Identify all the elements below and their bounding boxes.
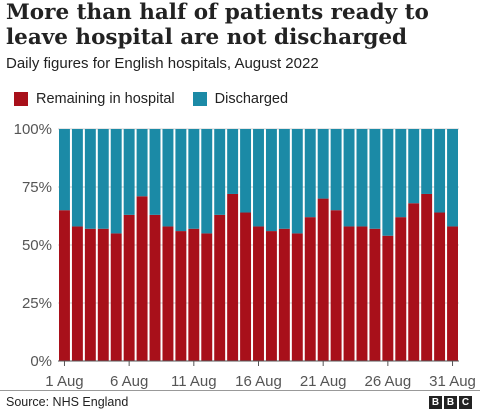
bar-remaining xyxy=(175,231,187,361)
bar-discharged xyxy=(291,129,303,234)
bar-remaining xyxy=(84,228,96,361)
bar-remaining xyxy=(356,226,368,361)
bar-remaining xyxy=(369,228,381,361)
bar-remaining xyxy=(188,228,200,361)
bar-remaining xyxy=(136,196,148,361)
bar-discharged xyxy=(421,129,433,194)
bar-discharged xyxy=(175,129,187,232)
chart-subtitle: Daily figures for English hospitals, Aug… xyxy=(6,55,319,72)
bar-remaining xyxy=(162,226,174,361)
y-tick-label: 25% xyxy=(22,295,52,312)
bar-discharged xyxy=(201,129,213,234)
bar-remaining xyxy=(382,235,394,361)
bar-remaining xyxy=(421,193,433,361)
bar-discharged xyxy=(434,129,446,213)
legend-label-discharged: Discharged xyxy=(214,91,289,107)
bar-discharged xyxy=(253,129,264,227)
bar-discharged xyxy=(136,129,148,197)
bar-remaining xyxy=(214,214,226,361)
bbc-logo-letter: C xyxy=(459,396,472,409)
x-tick-label: 21 Aug xyxy=(300,373,347,390)
bar-remaining xyxy=(434,212,446,361)
bar-remaining xyxy=(240,212,252,361)
x-tick-label: 11 Aug xyxy=(171,373,217,390)
bar-remaining xyxy=(343,226,355,361)
bar-remaining xyxy=(265,231,277,361)
y-tick-label: 0% xyxy=(30,353,52,370)
bar-discharged xyxy=(149,129,161,215)
bar-discharged xyxy=(162,129,174,227)
bar-discharged xyxy=(447,129,458,227)
x-tick-label: 31 Aug xyxy=(429,373,476,390)
bar-remaining xyxy=(278,228,290,361)
bar-discharged xyxy=(330,129,342,211)
y-tick-label: 100% xyxy=(14,121,52,138)
bar-remaining xyxy=(227,193,239,361)
bar-remaining xyxy=(317,198,329,361)
bar-discharged xyxy=(343,129,355,227)
bar-remaining xyxy=(123,214,135,361)
bar-discharged xyxy=(110,129,122,234)
bar-remaining xyxy=(447,226,458,361)
stacked-bar-chart: 0% 25% 50% 75% 100% 1 Aug 6 Aug 11 Aug 16 Aug 21 … xyxy=(14,121,476,390)
bbc-logo-letter: B xyxy=(429,396,442,409)
x-tick-label: 26 Aug xyxy=(364,373,411,390)
bar-discharged xyxy=(123,129,135,215)
bar-discharged xyxy=(84,129,96,229)
bar-discharged xyxy=(240,129,252,213)
x-tick-label: 1 Aug xyxy=(45,373,83,390)
bar-discharged xyxy=(214,129,226,215)
source-note: Source: NHS England xyxy=(6,395,129,409)
legend-item-discharged: Discharged xyxy=(192,91,289,107)
legend-label-remaining: Remaining in hospital xyxy=(36,91,175,107)
bbc-logo-letter: B xyxy=(444,396,457,409)
x-tick-label: 6 Aug xyxy=(110,373,148,390)
bar-discharged xyxy=(227,129,239,194)
bar-discharged xyxy=(59,129,70,211)
bar-remaining xyxy=(110,233,122,361)
bar-remaining xyxy=(149,214,161,361)
bar-discharged xyxy=(278,129,290,229)
x-tick-label: 16 Aug xyxy=(235,373,282,390)
y-tick-label: 50% xyxy=(22,237,52,254)
bar-discharged xyxy=(265,129,277,232)
legend: Remaining in hospital Discharged xyxy=(14,91,302,110)
bar-discharged xyxy=(188,129,200,229)
legend-swatch-discharged xyxy=(192,92,207,106)
bar-remaining xyxy=(71,226,83,361)
bar-discharged xyxy=(356,129,368,227)
bbc-logo: B B C xyxy=(429,396,472,409)
bar-discharged xyxy=(395,129,407,218)
bar-remaining xyxy=(395,217,407,361)
bar-remaining xyxy=(408,203,420,361)
bar-discharged xyxy=(97,129,109,229)
bar-discharged xyxy=(408,129,420,204)
bar-remaining xyxy=(291,233,303,361)
bar-remaining xyxy=(253,226,264,361)
bar-remaining xyxy=(59,210,70,361)
bar-remaining xyxy=(201,233,213,361)
legend-swatch-remaining xyxy=(14,92,28,106)
bar-discharged xyxy=(71,129,83,227)
chart-title: More than half of patients ready to leav… xyxy=(6,0,429,50)
legend-item-remaining: Remaining in hospital xyxy=(14,91,175,107)
bar-remaining xyxy=(330,210,342,361)
bar-discharged xyxy=(317,129,329,199)
bar-remaining xyxy=(97,228,109,361)
y-tick-label: 75% xyxy=(22,179,52,196)
bar-discharged xyxy=(369,129,381,229)
bar-discharged xyxy=(304,129,316,218)
bar-discharged xyxy=(382,129,394,236)
footer-divider xyxy=(0,390,480,391)
bar-remaining xyxy=(304,217,316,361)
